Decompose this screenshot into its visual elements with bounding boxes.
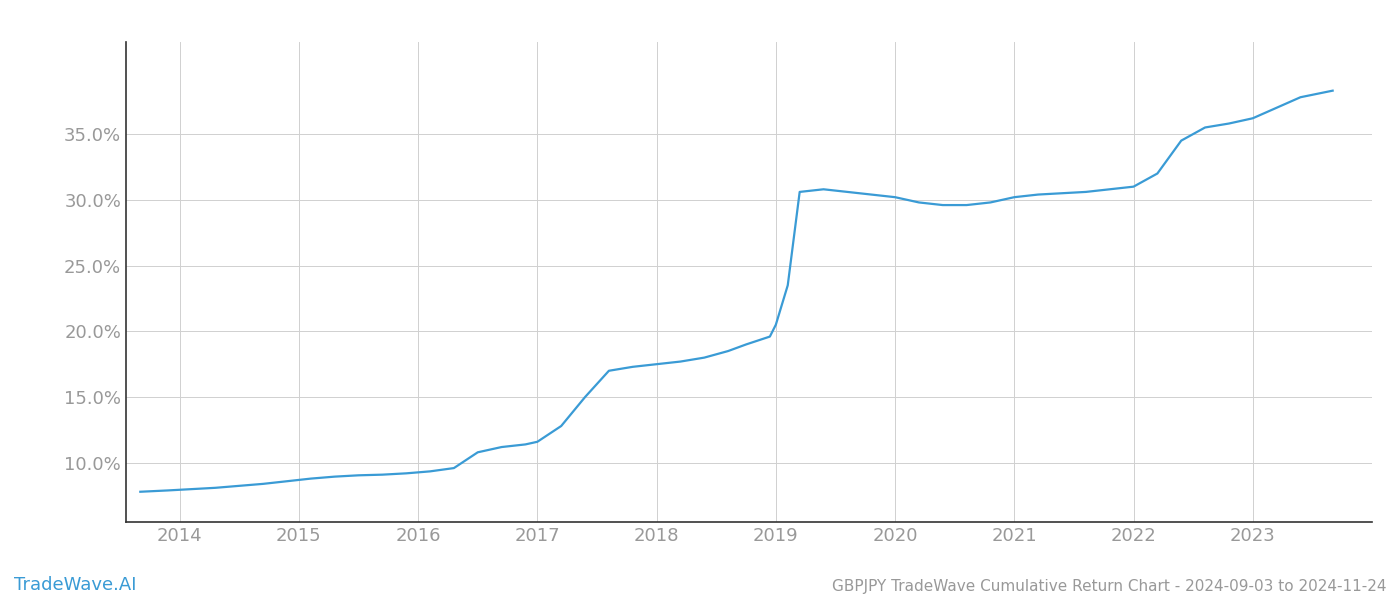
Text: GBPJPY TradeWave Cumulative Return Chart - 2024-09-03 to 2024-11-24: GBPJPY TradeWave Cumulative Return Chart…	[832, 579, 1386, 594]
Text: TradeWave.AI: TradeWave.AI	[14, 576, 137, 594]
